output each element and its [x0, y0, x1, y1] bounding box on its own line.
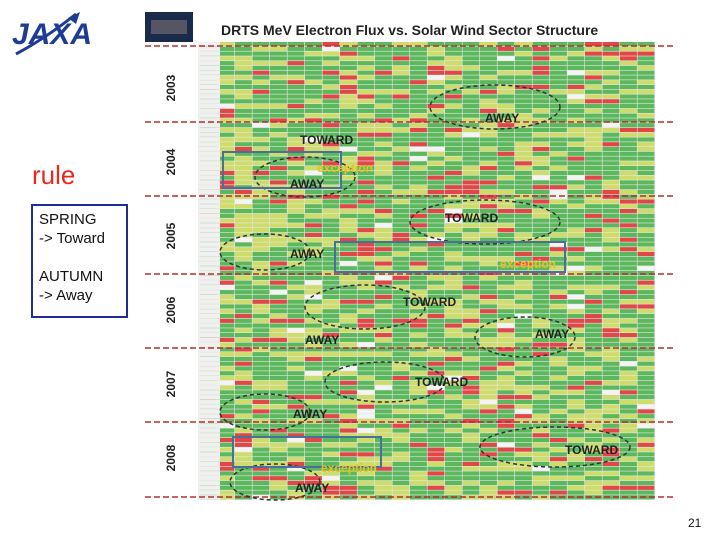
annotation-ellipse	[229, 463, 321, 501]
annotation-ellipse	[304, 284, 426, 330]
flux-heatmap-chart: DRTS MeV Electron Flux vs. Solar Wind Se…	[145, 12, 675, 501]
year-label: 2003	[164, 74, 178, 101]
annotation-ellipse	[324, 361, 446, 403]
year-label: 2005	[164, 222, 178, 249]
annotation-label: AWAY	[485, 111, 519, 125]
annotation-label: TOWARD	[445, 211, 498, 225]
annotation-ellipse	[409, 199, 561, 245]
year-label: 2008	[164, 444, 178, 471]
rule-line-autumn: AUTUMN	[39, 268, 104, 285]
year-labels: 2003 2004 2005 2006 2007 2008	[164, 74, 178, 471]
annotation-label: exception	[317, 161, 373, 175]
annotation-label: TOWARD	[415, 375, 468, 389]
exception-box	[232, 436, 382, 468]
rule-box: SPRING -> Toward AUTUMN -> Away	[31, 204, 128, 318]
jaxa-logo-text: JAXA	[12, 18, 92, 51]
rule-line-spring: SPRING	[39, 211, 97, 228]
annotation-label: AWAY	[290, 247, 324, 261]
annotation-label: AWAY	[290, 177, 324, 191]
year-label: 2006	[164, 296, 178, 323]
jaxa-logo: JAXA	[12, 12, 92, 56]
rule-line-away: -> Away	[39, 287, 93, 304]
annotation-ellipse	[474, 316, 576, 358]
annotation-ellipse	[219, 233, 311, 271]
annotation-ellipse	[429, 84, 561, 130]
rule-line-toward: -> Toward	[39, 230, 106, 247]
year-boundaries	[145, 45, 675, 498]
annotation-shapes	[219, 84, 631, 501]
year-label: 2004	[164, 148, 178, 175]
annotation-label: AWAY	[305, 333, 339, 347]
annotation-label: TOWARD	[565, 443, 618, 457]
annotation-label: AWAY	[293, 407, 327, 421]
annotation-label: exception	[500, 257, 556, 271]
page-number: 21	[688, 516, 702, 530]
annotation-label: TOWARD	[403, 295, 456, 309]
chart-title: DRTS MeV Electron Flux vs. Solar Wind Se…	[221, 22, 598, 38]
annotation-label: AWAY	[535, 327, 569, 341]
year-label: 2007	[164, 370, 178, 397]
annotation-label: TOWARD	[300, 133, 353, 147]
annotation-ellipse	[219, 393, 311, 431]
annotation-label: exception	[321, 461, 377, 475]
annotation-labels: AWAY TOWARD exception AWAY TOWARD AWAY excepti…	[290, 111, 618, 495]
annotation-ellipse	[254, 156, 356, 198]
annotation-label: AWAY	[295, 481, 329, 495]
exception-box	[334, 241, 566, 273]
annotation-ellipse	[479, 426, 631, 468]
exception-box	[222, 151, 342, 189]
rule-title: rule	[32, 160, 76, 190]
